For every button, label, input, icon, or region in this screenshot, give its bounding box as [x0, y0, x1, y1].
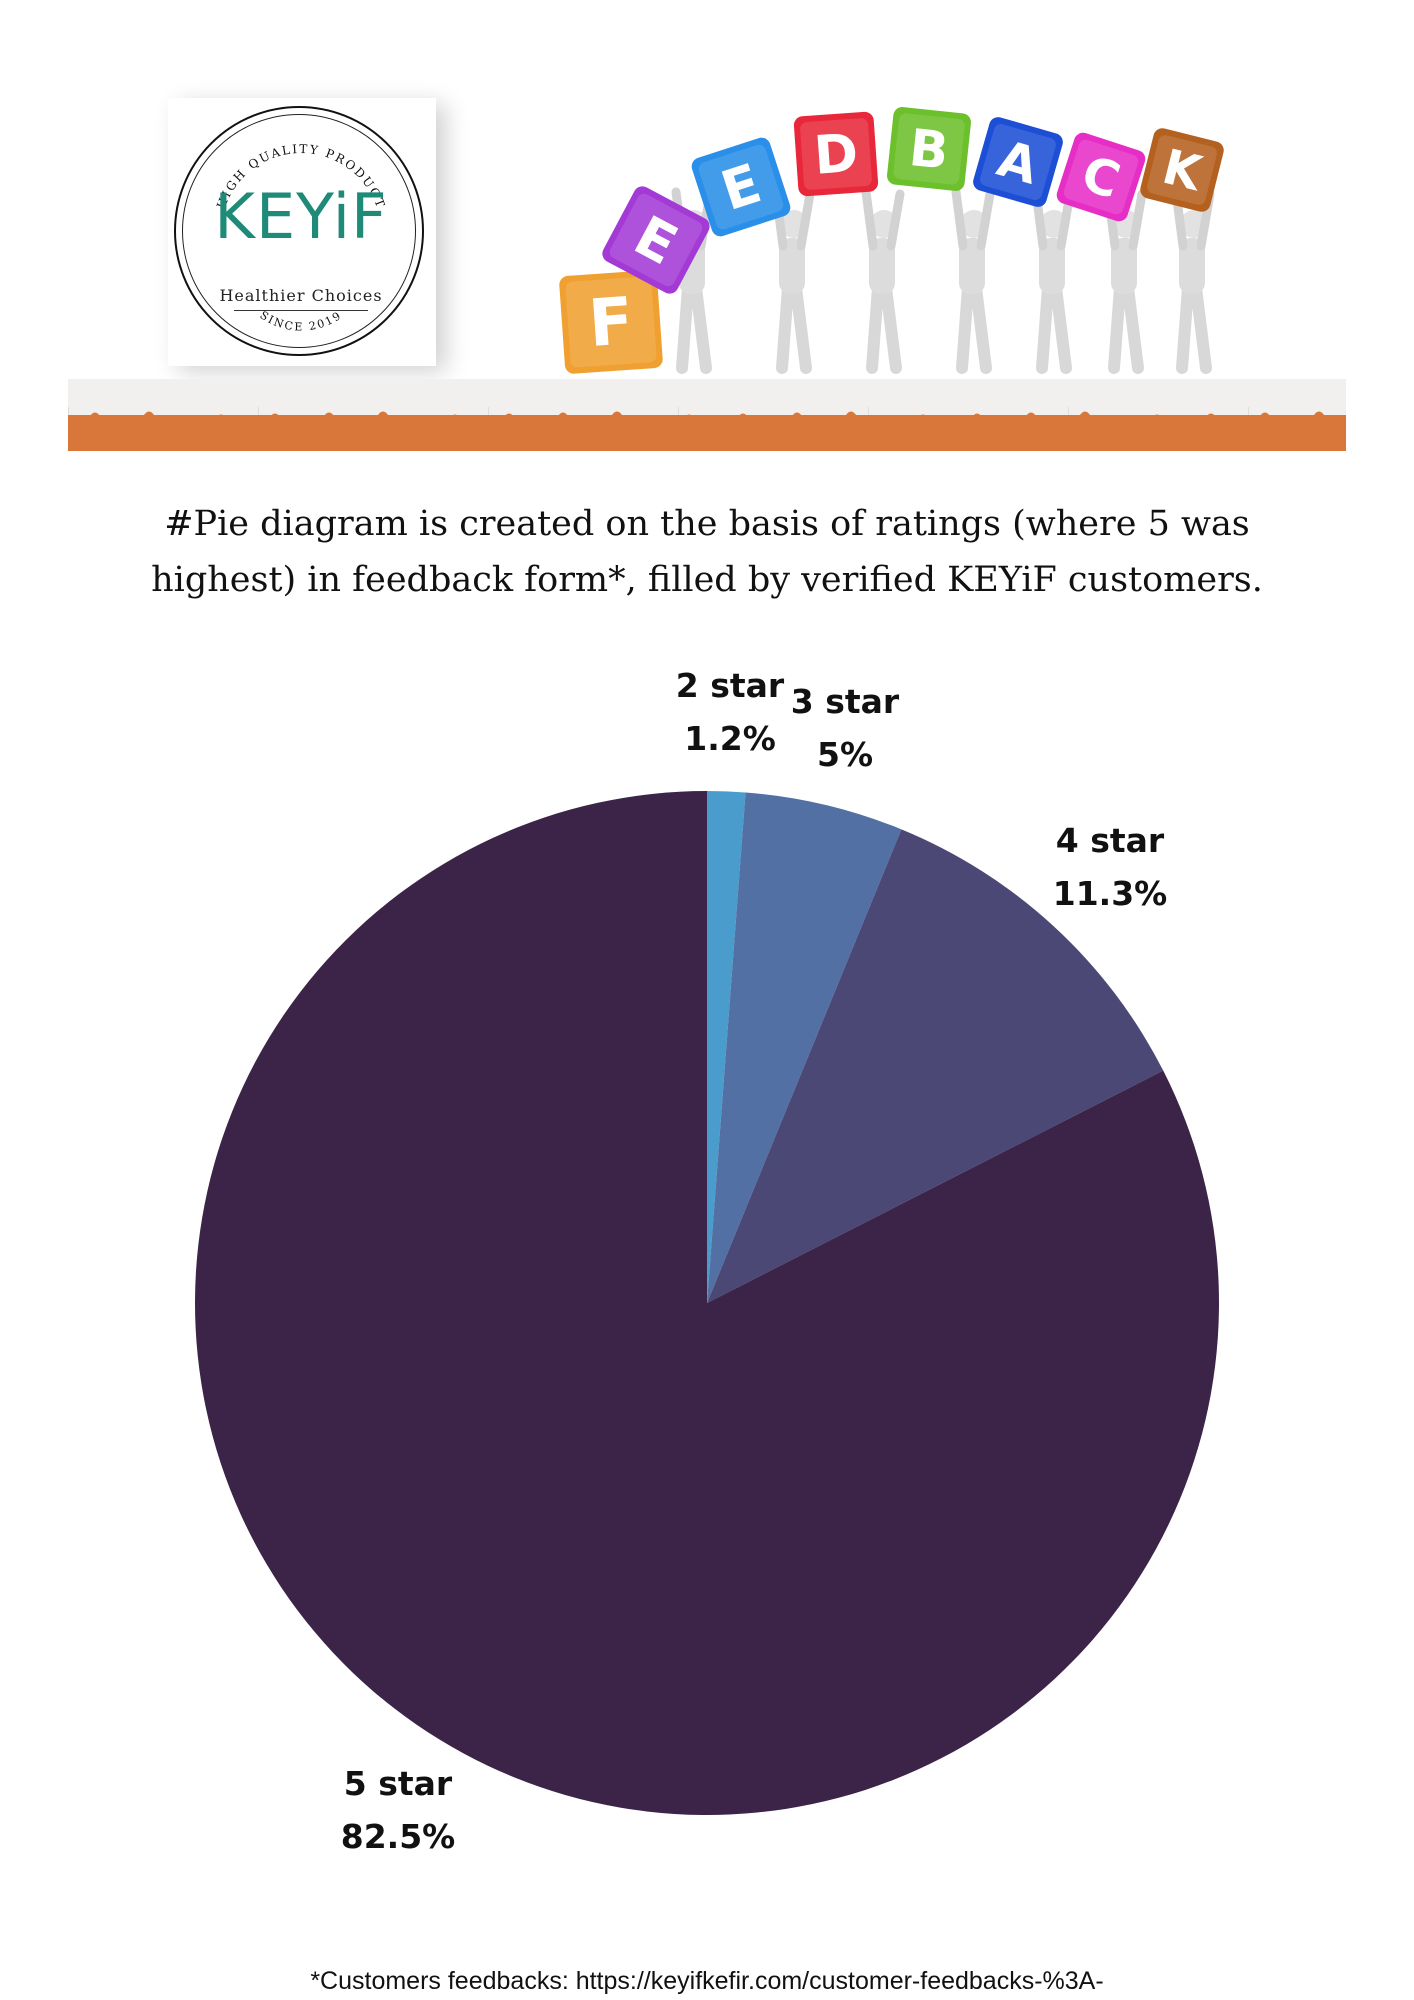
letter-block: B — [887, 107, 971, 191]
letter-block: A — [973, 117, 1063, 207]
intro-line-1: #Pie diagram is created on the basis of … — [164, 504, 1250, 544]
slice-label-1: 2 star — [676, 666, 785, 705]
banner-strip — [68, 415, 1346, 451]
letter-block: K — [1140, 128, 1224, 212]
lifting-figure — [951, 187, 995, 374]
letter-block: E — [691, 137, 791, 237]
slice-value-3: 11.3% — [1053, 874, 1168, 913]
slice-label-2: 3 star — [791, 682, 900, 721]
slice-label-4: 5 star — [344, 1764, 453, 1803]
pie-slice-1 — [707, 791, 746, 1303]
intro-text: #Pie diagram is created on the basis of … — [40, 496, 1374, 608]
letter-block: E — [602, 186, 710, 294]
letter-block: C — [1056, 132, 1146, 222]
slice-label-3: 4 star — [1056, 821, 1165, 860]
block-letter: B — [906, 119, 951, 182]
block-letter: F — [586, 284, 636, 362]
letter-block: F — [559, 270, 663, 374]
slice-value-1: 1.2% — [684, 719, 776, 758]
intro-line-2: highest) in feedback form*, filled by ve… — [151, 560, 1263, 600]
pie-slice-4 — [194, 791, 1220, 1815]
lifting-figure — [861, 187, 905, 374]
logo-seal: HIGH QUALITY PRODUCT SINCE 2019 KEYiF He… — [174, 106, 424, 356]
pie-slice-3 — [707, 829, 1164, 1303]
lifting-figure — [1031, 187, 1075, 374]
feedback-illustration: FEE D B A C K — [559, 107, 1224, 374]
header: HIGH QUALITY PRODUCT SINCE 2019 KEYiF He… — [0, 0, 1414, 460]
drip-banner — [68, 379, 1346, 451]
slice-value-4: 82.5% — [341, 1817, 456, 1856]
slice-value-2: 5% — [817, 735, 873, 774]
block-letter: D — [812, 123, 860, 187]
lifting-figure — [771, 187, 815, 374]
footnote: *Customers feedbacks: https://keyifkefir… — [310, 1967, 1104, 1995]
letter-block: D — [793, 111, 879, 197]
pie-slice-2 — [707, 792, 902, 1303]
keyif-logo: HIGH QUALITY PRODUCT SINCE 2019 KEYiF He… — [168, 98, 436, 366]
